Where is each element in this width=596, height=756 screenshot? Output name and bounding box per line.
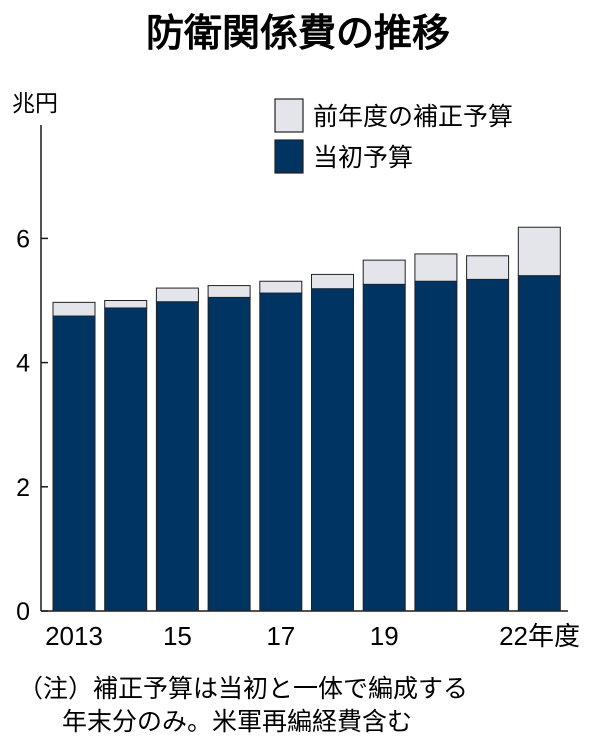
bar-initial-budget bbox=[466, 278, 510, 612]
bar-supplementary-budget bbox=[466, 255, 510, 280]
bar-initial-budget bbox=[104, 307, 148, 612]
legend-label-supplementary: 前年度の補正予算 bbox=[313, 102, 513, 131]
bar-supplementary-budget bbox=[311, 273, 354, 290]
bars bbox=[52, 226, 561, 612]
legend-swatch-initial bbox=[274, 139, 304, 174]
bar-supplementary-budget bbox=[362, 259, 406, 285]
note-line-2: 年末分のみ。米軍再編経費含む bbox=[62, 707, 412, 736]
bar-supplementary-budget bbox=[259, 280, 303, 294]
bar-initial-budget bbox=[259, 292, 303, 612]
y-tick-label: 2 bbox=[16, 474, 30, 502]
x-tick-label: 22年度 bbox=[499, 621, 580, 651]
x-tick-label: 15 bbox=[163, 621, 192, 651]
bar-initial-budget bbox=[311, 288, 354, 612]
bar-initial-budget bbox=[207, 296, 251, 612]
y-tick-label: 6 bbox=[16, 225, 30, 253]
bar-supplementary-budget bbox=[517, 226, 561, 277]
legend-swatch-supplementary bbox=[274, 98, 304, 133]
bar-supplementary-budget bbox=[52, 301, 96, 317]
x-tick-label: 17 bbox=[266, 621, 295, 651]
y-tick-label: 0 bbox=[16, 598, 30, 626]
bar-initial-budget bbox=[52, 315, 96, 612]
bar-initial-budget bbox=[362, 283, 406, 612]
bar-supplementary-budget bbox=[155, 287, 199, 303]
bar-initial-budget bbox=[155, 301, 199, 612]
x-tick-label: 19 bbox=[370, 621, 399, 651]
chart-title: 防衛関係費の推移 bbox=[146, 11, 450, 55]
y-ticks: 0 2 4 6 bbox=[16, 225, 48, 626]
note-line-1: （注）補正予算は当初と一体で編成する bbox=[18, 674, 468, 703]
y-tick-label: 4 bbox=[16, 350, 30, 378]
unit-label: 兆円 bbox=[12, 91, 58, 117]
bar-initial-budget bbox=[414, 280, 458, 612]
legend: 前年度の補正予算 当初予算 bbox=[274, 98, 513, 174]
legend-label-initial: 当初予算 bbox=[313, 143, 413, 172]
bar-supplementary-budget bbox=[414, 253, 458, 282]
bar-initial-budget bbox=[517, 275, 561, 612]
bar-supplementary-budget bbox=[104, 300, 148, 309]
x-ticks: 2013 15 17 19 22年度 bbox=[45, 621, 580, 651]
bar-supplementary-budget bbox=[207, 285, 251, 298]
x-tick-label: 2013 bbox=[45, 621, 103, 651]
